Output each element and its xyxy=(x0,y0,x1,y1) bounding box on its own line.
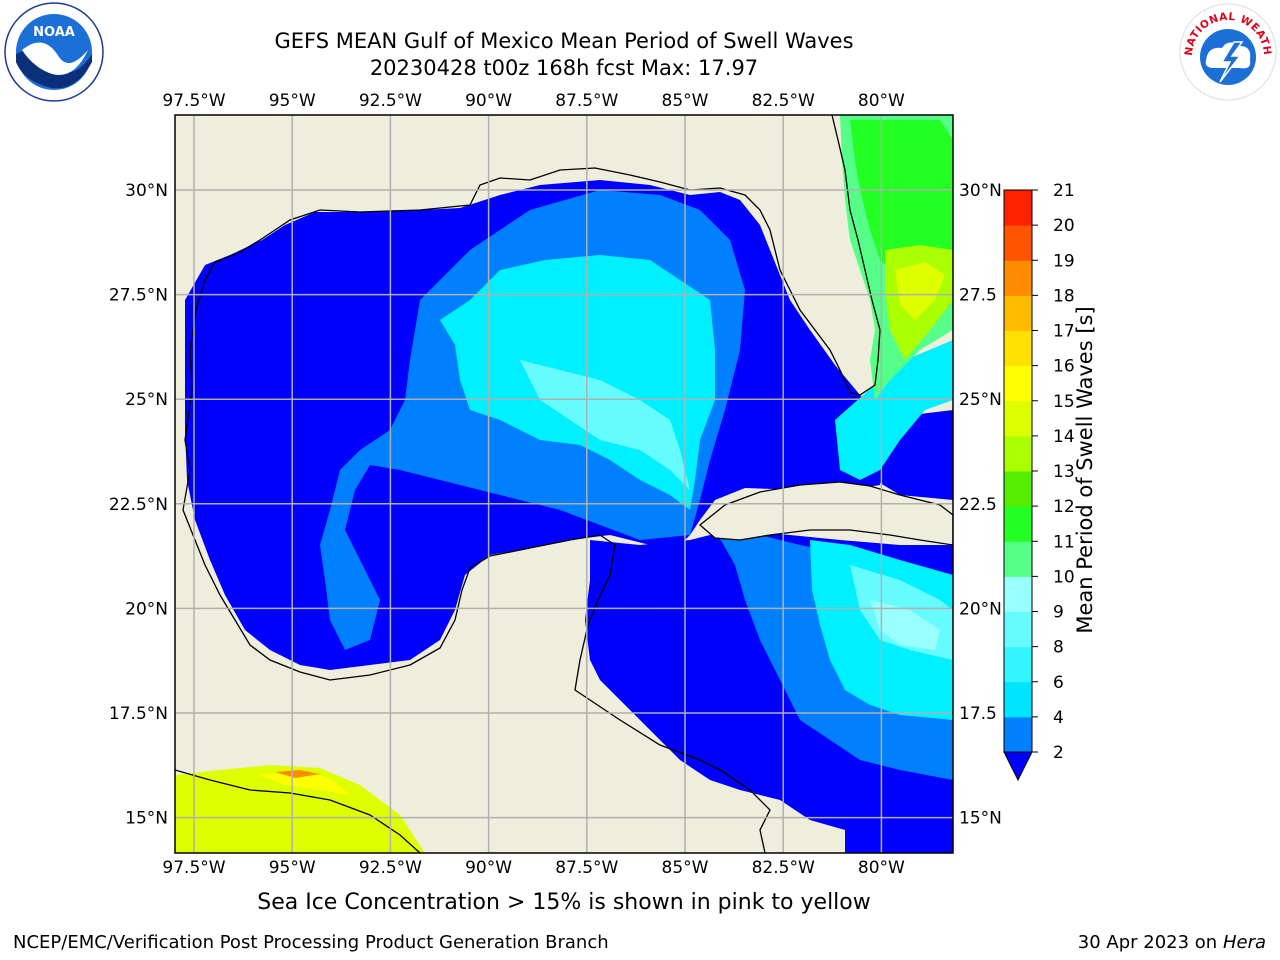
colorbar-segment xyxy=(1004,225,1032,261)
swell-band-4-6-florida xyxy=(835,340,953,480)
lat-labels-right: 30°N 27.5 25°N 22.5 20°N 17.5 15°N xyxy=(959,181,1002,829)
lon-tick-label: 80°W xyxy=(858,91,905,111)
lat-tick-label: 27.5 xyxy=(959,286,997,306)
central-america-coastline xyxy=(175,769,421,853)
lat-tick-label: 25°N xyxy=(959,390,1002,410)
lat-tick-label: 20°N xyxy=(125,599,168,619)
lat-tick-label: 15°N xyxy=(125,809,168,829)
lat-tick-label: 25°N xyxy=(125,390,168,410)
lon-tick-label: 92.5°W xyxy=(359,91,422,111)
map-frame xyxy=(174,114,954,854)
colorbar-segment xyxy=(1004,471,1032,507)
colorbar-segment xyxy=(1004,295,1032,331)
nws-logo: NATIONAL WEATHER SERVICE xyxy=(1174,0,1278,102)
colorbar-segment xyxy=(1004,400,1032,437)
lon-tick-label: 97.5°W xyxy=(162,91,225,111)
lon-tick-label: 82.5°W xyxy=(752,858,815,878)
colorbar-segment xyxy=(1004,506,1032,542)
lat-tick-label: 22.5 xyxy=(959,495,997,515)
lon-tick-label: 95°W xyxy=(269,91,316,111)
colorbar-tick-label: 8 xyxy=(1053,638,1064,658)
colorbar-tick-label: 16 xyxy=(1053,357,1075,377)
pacific-swell-orange xyxy=(275,770,320,778)
footer-date: 30 Apr 2023 on Hera xyxy=(1078,932,1266,953)
lat-tick-label: 30°N xyxy=(959,181,1002,201)
colorbar-segment xyxy=(1004,435,1032,472)
chart-subtitle: 20230428 t00z 168h fcst Max: 17.97 xyxy=(369,56,759,80)
lat-tick-label: 30°N xyxy=(125,181,168,201)
colorbar-tick-label: 19 xyxy=(1053,251,1075,271)
colorbar-segment xyxy=(1004,716,1032,753)
colorbar-segment xyxy=(1004,541,1032,577)
colorbar-tick-label: 12 xyxy=(1053,497,1075,517)
colorbar-segment xyxy=(1004,330,1032,367)
swell-band-8-9 xyxy=(870,600,940,650)
colorbar-segment xyxy=(1004,190,1032,226)
lat-labels-left: 30°N 27.5°N 25°N 22.5°N 20°N 17.5°N 15°N xyxy=(109,181,168,829)
map-area xyxy=(175,115,953,853)
lon-tick-label: 90°W xyxy=(465,858,512,878)
colorbar-segment xyxy=(1004,365,1032,402)
atlantic-swell-yellow xyxy=(895,262,945,320)
lat-tick-label: 20°N xyxy=(959,599,1002,619)
colorbar-tick-label: 9 xyxy=(1053,603,1064,623)
colorbar-tick-label: 4 xyxy=(1053,708,1064,728)
colorbar-tick-label: 13 xyxy=(1053,462,1075,482)
cuba-coastline xyxy=(698,481,953,546)
lon-tick-label: 90°W xyxy=(465,91,512,111)
lon-labels-top: 97.5°W 95°W 92.5°W 90°W 87.5°W 85°W 82.5°W 80°W xyxy=(162,91,905,111)
footer-host: Hera xyxy=(1222,932,1266,953)
swell-band-6-8 xyxy=(520,360,690,490)
colorbar-segment xyxy=(1004,611,1032,648)
footer-credit: NCEP/EMC/Verification Post Processing Pr… xyxy=(13,932,609,953)
map-gridlines xyxy=(175,115,953,853)
colorbar-segment xyxy=(1004,576,1032,612)
lat-tick-label: 15°N xyxy=(959,809,1002,829)
lon-tick-label: 82.5°W xyxy=(752,91,815,111)
colorbar-tick-label: 11 xyxy=(1053,532,1075,552)
lon-tick-label: 85°W xyxy=(662,91,709,111)
lat-tick-label: 22.5°N xyxy=(109,495,168,515)
colorbar-segment xyxy=(1004,260,1032,296)
lat-tick-label: 27.5°N xyxy=(109,286,168,306)
lon-tick-label: 95°W xyxy=(269,858,316,878)
chart-title: GEFS MEAN Gulf of Mexico Mean Period of … xyxy=(274,29,854,53)
colorbar-tick-label: 21 xyxy=(1053,181,1075,201)
gulf-coastline xyxy=(182,115,881,511)
colorbar-tick-label: 17 xyxy=(1053,322,1075,342)
colorbar-tick-label: 20 xyxy=(1053,216,1075,236)
colorbar-tick-label: 14 xyxy=(1053,427,1075,447)
colorbar-tick-label: 2 xyxy=(1053,743,1064,763)
lon-tick-label: 85°W xyxy=(662,858,709,878)
colorbar: 2 4 6 8 9 10 11 12 13 14 15 16 17 18 19 20 21 xyxy=(1003,181,1075,782)
lon-labels-bottom: 97.5°W 95°W 92.5°W 90°W 87.5°W 85°W 82.5°W 80°W xyxy=(162,858,905,878)
mexico-coastline xyxy=(182,509,771,853)
colorbar-tick-label: 10 xyxy=(1053,567,1075,587)
colorbar-segment xyxy=(1004,646,1032,683)
lon-tick-label: 80°W xyxy=(858,858,905,878)
noaa-logo-text: NOAA xyxy=(33,25,75,40)
lon-tick-label: 87.5°W xyxy=(555,91,618,111)
colorbar-under-arrow xyxy=(1003,751,1033,782)
pacific-swell-yellow xyxy=(260,770,350,795)
footer-date-text: 30 Apr 2023 on xyxy=(1077,932,1223,953)
lat-tick-label: 17.5°N xyxy=(109,704,168,724)
colorbar-tick-label: 18 xyxy=(1053,286,1075,306)
lon-tick-label: 92.5°W xyxy=(359,858,422,878)
sea-ice-note: Sea Ice Concentration > 15% is shown in … xyxy=(257,890,871,915)
colorbar-tick-label: 6 xyxy=(1053,673,1064,693)
colorbar-tick-label: 15 xyxy=(1053,392,1075,412)
lon-tick-label: 87.5°W xyxy=(555,858,618,878)
lon-tick-label: 97.5°W xyxy=(162,858,225,878)
colorbar-segment xyxy=(1004,681,1032,718)
noaa-logo: NOAA xyxy=(4,2,104,102)
lat-tick-label: 17.5 xyxy=(959,704,997,724)
atlantic-swell-green2 xyxy=(850,120,953,280)
